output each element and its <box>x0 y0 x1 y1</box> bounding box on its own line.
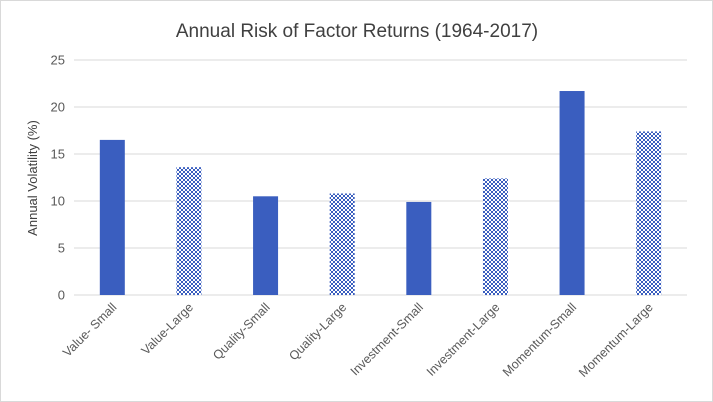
bars <box>99 91 662 296</box>
x-axis-ticks: Value- Small Value-Large Quality-Small Qual… <box>60 300 656 380</box>
y-axis-ticks: 0 5 10 15 20 25 <box>51 53 65 303</box>
x-tick-label: Momentum-Large <box>576 300 656 380</box>
x-tick-label: Quality-Large <box>286 300 349 363</box>
x-tick-label: Momentum-Small <box>500 300 579 379</box>
y-axis-label: Annual Volatility (%) <box>25 120 40 236</box>
x-tick-label: Investment-Large <box>424 300 503 379</box>
y-tick-label: 5 <box>58 241 65 256</box>
chart-title: Annual Risk of Factor Returns (1964-2017… <box>176 21 538 42</box>
y-tick-label: 20 <box>51 100 65 115</box>
y-tick-label: 15 <box>51 147 65 162</box>
y-tick-label: 0 <box>58 288 65 303</box>
gridlines <box>74 59 687 296</box>
bar-momentum-small <box>559 91 585 296</box>
x-tick-label: Investment-Small <box>348 300 426 378</box>
bar-value-large <box>176 167 202 295</box>
bar-investment-large <box>482 178 508 295</box>
x-tick-label: Value- Small <box>60 300 119 359</box>
y-tick-label: 25 <box>51 53 65 68</box>
x-tick-label: Quality-Small <box>210 300 272 362</box>
x-tick-label: Value-Large <box>139 300 196 357</box>
bar-momentum-large <box>636 131 662 295</box>
bar-investment-small <box>406 201 432 295</box>
bar-quality-small <box>253 196 279 295</box>
y-tick-label: 10 <box>51 194 65 209</box>
bar-value-small <box>99 139 125 295</box>
bar-quality-large <box>329 193 355 295</box>
